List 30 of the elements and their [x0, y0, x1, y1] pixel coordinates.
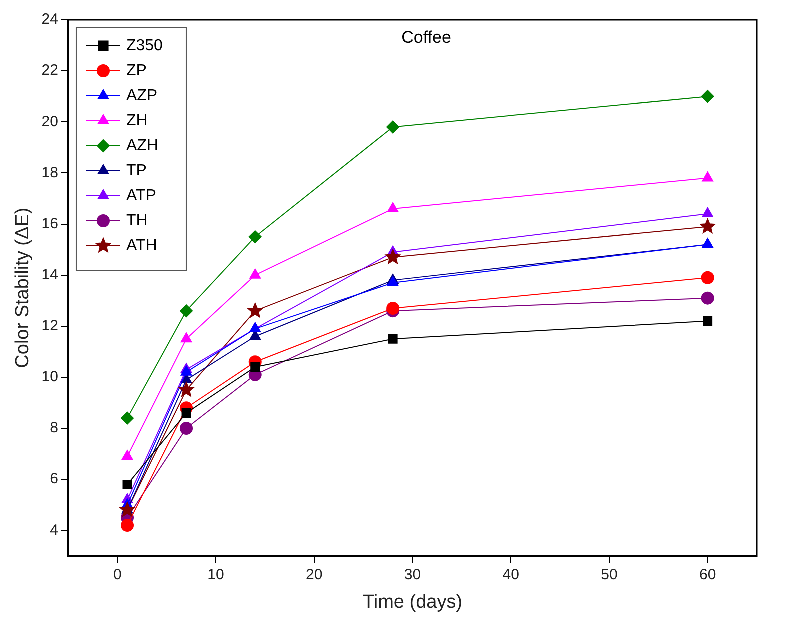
y-tick-label: 4 [50, 522, 58, 539]
y-tick-label: 14 [42, 266, 58, 284]
y-tick-label: 24 [42, 11, 58, 28]
x-tick-label: 10 [208, 566, 224, 584]
text: Coffee [402, 28, 452, 48]
legend-label: ZH [126, 112, 148, 130]
x-tick-label: 60 [699, 566, 716, 584]
y-tick-label: 12 [42, 318, 58, 335]
y-tick-label: 6 [50, 470, 58, 488]
y-tick-label: 8 [50, 420, 58, 437]
x-axis-title: Time (days) [362, 592, 463, 613]
y-tick-label: 22 [42, 62, 58, 80]
x-tick-label: 50 [601, 566, 618, 584]
legend-label: TP [126, 162, 147, 180]
legend-label: ATP [126, 187, 156, 204]
legend-label: ZP [126, 62, 147, 80]
y-tick-label: 16 [42, 215, 58, 232]
y-tick-label: 18 [42, 164, 58, 182]
y-axis-title: Color Stability (ΔE) [12, 208, 34, 368]
y-tick-label: 10 [42, 368, 58, 386]
x-tick-label: 20 [306, 566, 323, 584]
legend-label: TH [126, 212, 148, 230]
legend-label: AZP [126, 87, 158, 104]
legend-label: Z350 [126, 37, 164, 54]
x-tick-label: 30 [404, 566, 422, 584]
legend-label: ATH [126, 237, 158, 254]
x-tick-label: 0 [113, 566, 122, 584]
y-tick-label: 20 [42, 113, 58, 130]
x-tick-label: 40 [502, 566, 520, 584]
legend-label: AZH [126, 137, 158, 154]
